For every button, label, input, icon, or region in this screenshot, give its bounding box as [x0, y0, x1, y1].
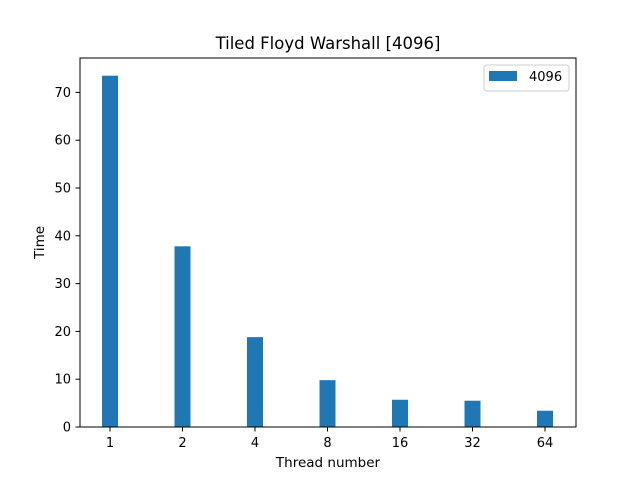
bar-16 — [392, 399, 408, 427]
x-tick-label-64: 64 — [537, 436, 554, 451]
y-axis-label: Time — [32, 226, 48, 260]
y-tick-label-70: 70 — [54, 86, 71, 101]
chart-title: Tiled Floyd Warshall [4096] — [215, 34, 441, 53]
y-tick-label-20: 20 — [54, 325, 71, 340]
x-tick-label-32: 32 — [464, 436, 481, 451]
legend: 4096 — [483, 64, 570, 92]
bar-64 — [537, 410, 553, 427]
y-tick-label-50: 50 — [54, 182, 71, 197]
bar-8 — [319, 380, 336, 427]
bar-2 — [174, 246, 191, 427]
legend-label: 4096 — [529, 70, 562, 85]
x-tick-label-4: 4 — [251, 436, 259, 451]
y-tick-label-40: 40 — [54, 229, 71, 244]
y-tick-label-30: 30 — [54, 277, 71, 292]
y-tick-label-60: 60 — [54, 134, 71, 149]
x-tick-label-16: 16 — [392, 436, 409, 451]
y-tick-label-10: 10 — [54, 373, 71, 388]
bar-1 — [102, 75, 118, 427]
x-tick-label-8: 8 — [323, 436, 331, 451]
x-axis: 1 2 4 8 16 32 64 — [106, 427, 553, 451]
x-tick-label-2: 2 — [178, 436, 186, 451]
x-tick-label-1: 1 — [106, 436, 114, 451]
y-tick-label-0: 0 — [63, 421, 71, 436]
legend-swatch — [489, 71, 517, 81]
bar-4 — [247, 337, 263, 427]
y-axis: 0 10 20 30 40 50 60 70 — [54, 86, 80, 436]
bar-32 — [464, 400, 481, 427]
plot-area-frame — [79, 57, 577, 428]
bars-layer — [102, 75, 553, 427]
x-axis-label: Thread number — [275, 455, 381, 471]
